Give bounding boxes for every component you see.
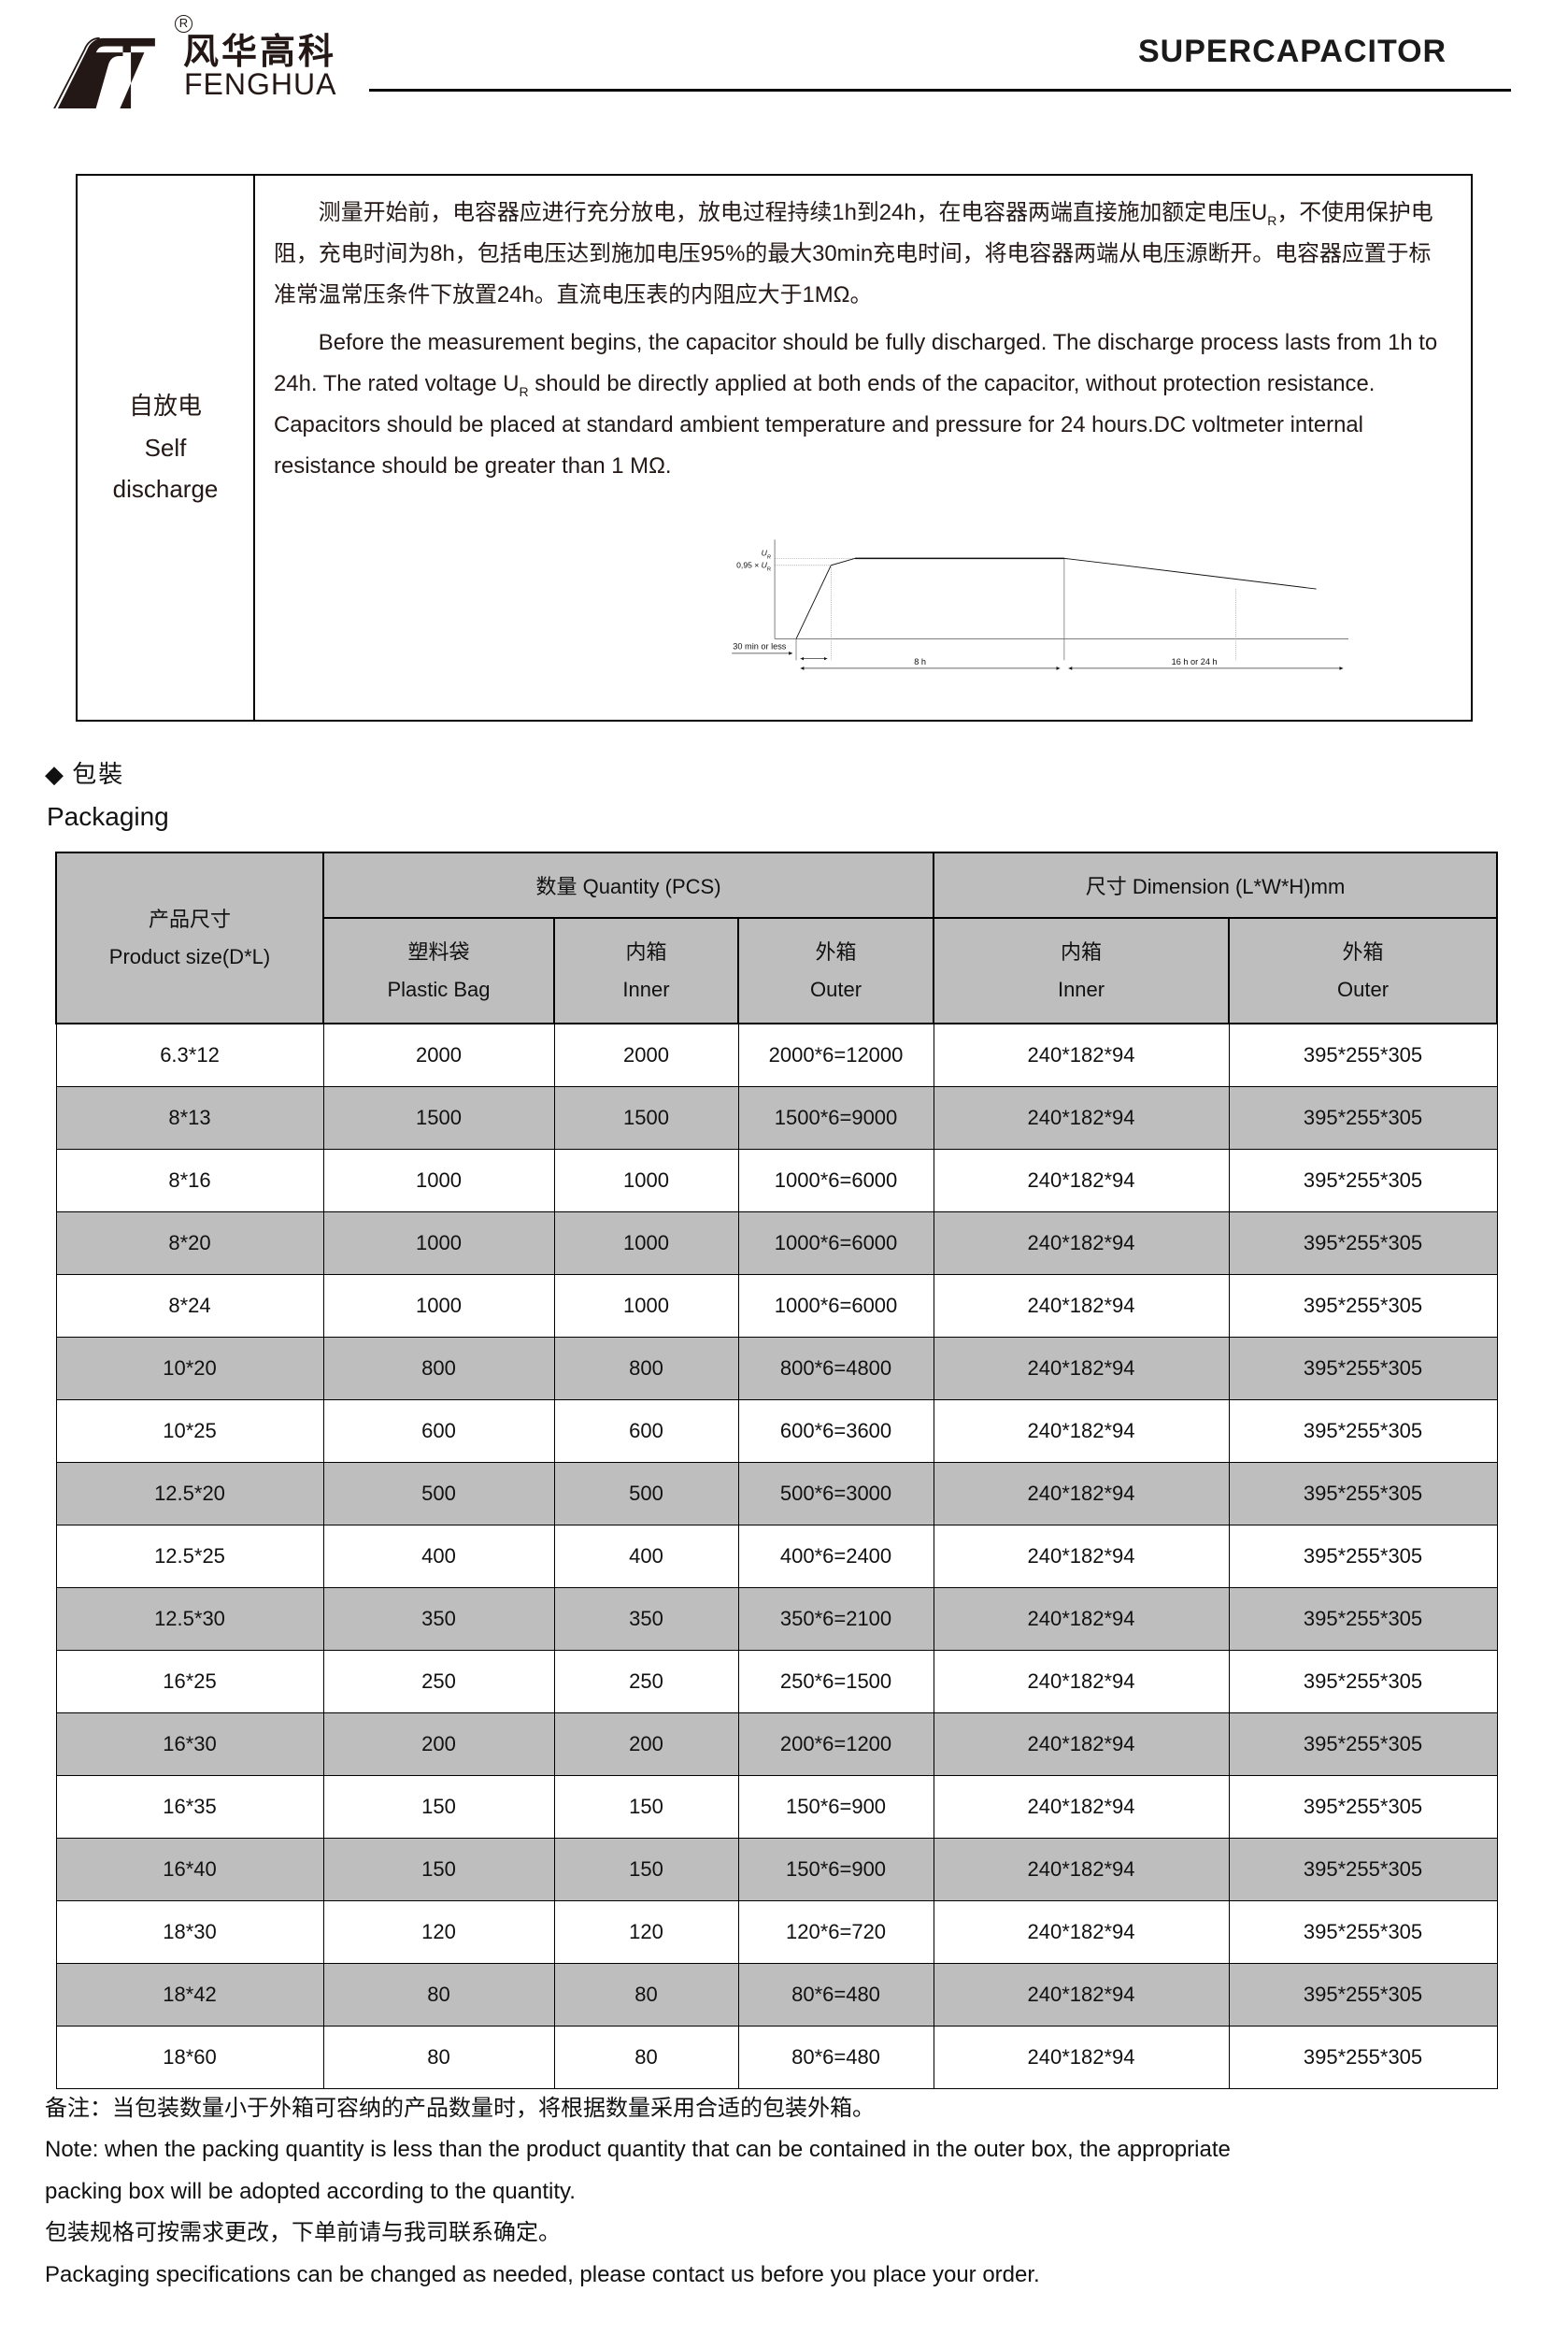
svg-text:0,95 × UR: 0,95 × UR xyxy=(736,560,771,572)
svg-text:16 h or 24 h: 16 h or 24 h xyxy=(1172,656,1218,666)
svg-text:UR: UR xyxy=(762,548,771,560)
svg-text:8 h: 8 h xyxy=(914,656,926,666)
svg-text:30 min or less: 30 min or less xyxy=(733,641,787,651)
